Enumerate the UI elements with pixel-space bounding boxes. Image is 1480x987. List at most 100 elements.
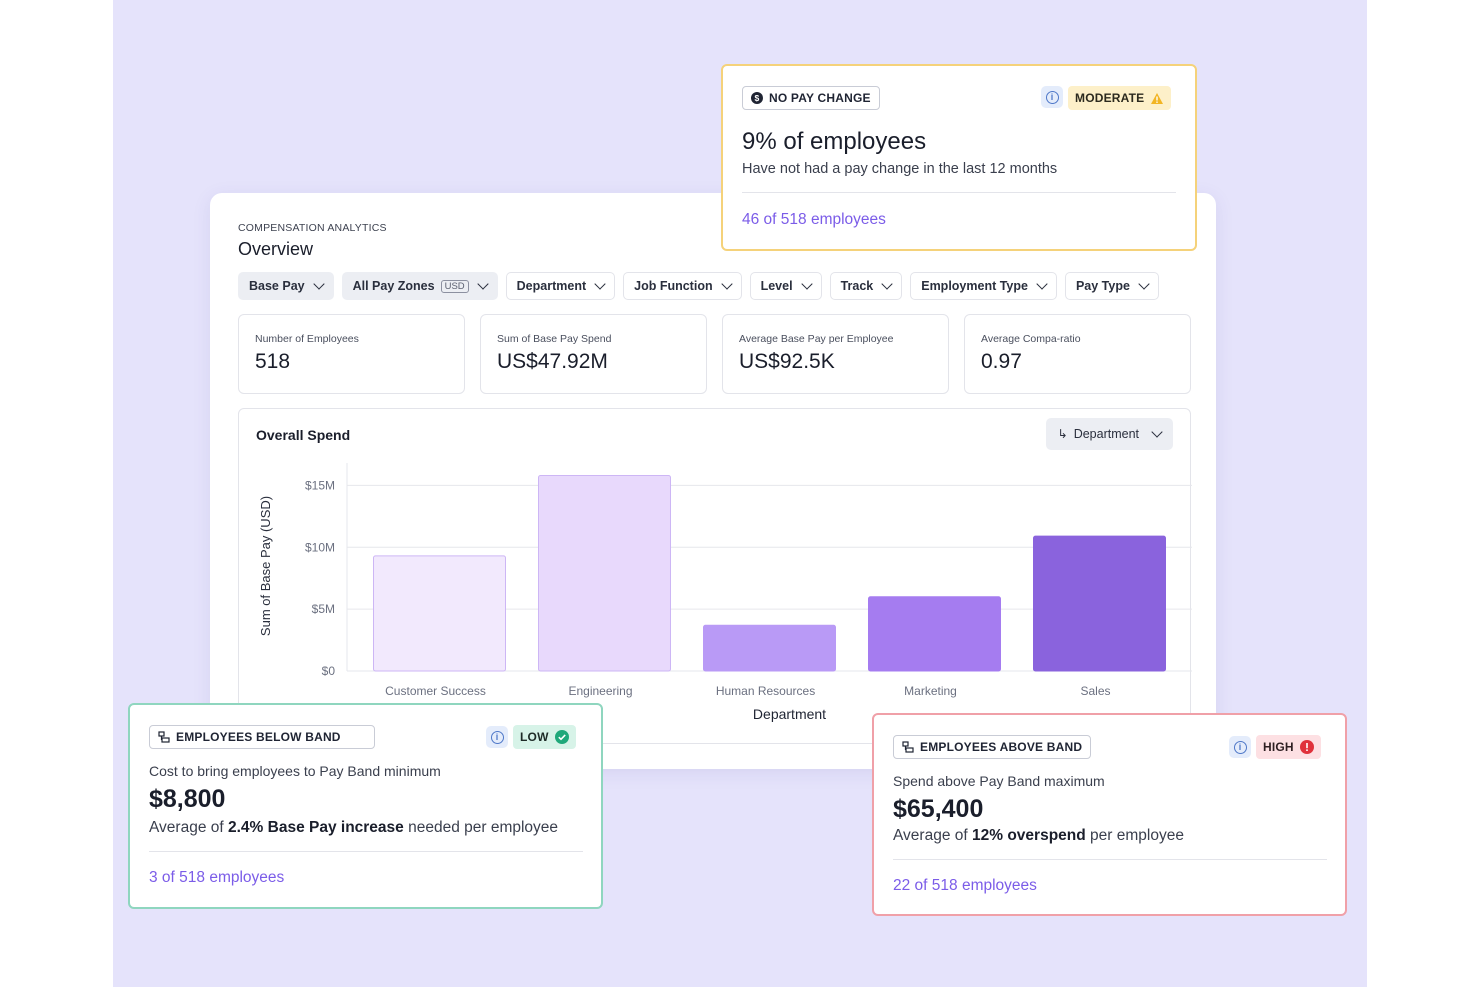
bar — [868, 596, 1001, 672]
compensation-dashboard: COMPENSATION ANALYTICS Overview Base Pay… — [210, 193, 1216, 769]
employees-link[interactable]: 3 of 518 employees — [149, 869, 285, 886]
chevron-down-icon — [1138, 278, 1150, 290]
filter-label: Department — [516, 279, 587, 293]
filter-label: Track — [840, 279, 874, 293]
filter-label: Pay Type — [1075, 279, 1130, 293]
insight-subtitle: Have not had a pay change in the last 12… — [742, 161, 1058, 177]
y-tick-label: $5M — [312, 602, 335, 616]
severity-badge-low: LOW — [513, 725, 576, 749]
kpi-card[interactable]: Sum of Base Pay Spend US$47.92M — [480, 314, 707, 394]
chevron-down-icon — [312, 278, 325, 290]
filter-label: All Pay Zones — [352, 279, 435, 293]
band-icon — [158, 731, 170, 743]
chevron-down-icon — [476, 278, 489, 290]
info-icon[interactable]: i — [486, 726, 508, 748]
warning-icon — [1151, 92, 1164, 104]
insight-amount: $65,400 — [893, 795, 984, 823]
avg-suffix: per employee — [1085, 827, 1184, 844]
insight-amount: $8,800 — [149, 785, 226, 813]
insight-headline: 9% of employees — [742, 128, 927, 155]
section-eyebrow: COMPENSATION ANALYTICS — [238, 222, 387, 234]
y-tick-label: $15M — [305, 478, 335, 492]
insight-average: Average of 12% overspend per employee — [893, 827, 1184, 845]
filter-label: Level — [760, 279, 793, 293]
chevron-down-icon — [720, 278, 733, 290]
divider — [149, 851, 583, 852]
band-icon — [902, 741, 914, 753]
kpi-value: US$92.5K — [739, 350, 835, 373]
info-icon[interactable]: i — [1229, 736, 1251, 758]
filter-pay-type[interactable]: Pay Type — [1064, 272, 1159, 300]
x-tick-label: Engineering — [568, 684, 632, 698]
kpi-card[interactable]: Number of Employees 518 — [238, 314, 465, 394]
kpi-label: Average Compa-ratio — [981, 333, 1081, 345]
kpi-card[interactable]: Average Compa-ratio 0.97 — [964, 314, 1191, 394]
employees-link[interactable]: 46 of 518 employees — [742, 211, 886, 228]
group-by-label: Department — [1073, 427, 1139, 441]
divider — [893, 859, 1327, 860]
chevron-down-icon — [594, 278, 606, 290]
filter-job-function[interactable]: Job Function — [623, 272, 742, 300]
insight-average: Average of 2.4% Base Pay increase needed… — [149, 819, 558, 837]
y-tick-label: $10M — [305, 540, 335, 554]
kpi-row: Number of Employees 518 Sum of Base Pay … — [238, 314, 1191, 394]
alert-circle-icon — [1299, 740, 1314, 754]
insight-subtitle: Spend above Pay Band maximum — [893, 773, 1105, 789]
kpi-label: Number of Employees — [255, 333, 359, 345]
avg-prefix: Average of — [149, 819, 228, 836]
info-icon[interactable]: i — [1041, 86, 1063, 108]
svg-text:$: $ — [755, 93, 760, 103]
avg-emphasis: 2.4% Base Pay increase — [228, 819, 404, 836]
above-band-card[interactable]: EMPLOYEES ABOVE BAND i HIGH Spend above … — [872, 713, 1347, 916]
x-tick-label: Customer Success — [385, 684, 486, 698]
no-pay-change-card[interactable]: $ NO PAY CHANGE i MODERATE 9% of employe… — [721, 64, 1197, 251]
subdirectory-arrow-icon: ↳ — [1057, 427, 1068, 441]
page-title: Overview — [238, 239, 314, 259]
bar — [1033, 535, 1166, 672]
kpi-card[interactable]: Average Base Pay per Employee US$92.5K — [722, 314, 949, 394]
badge-label: EMPLOYEES ABOVE BAND — [920, 740, 1083, 754]
group-by-dropdown[interactable]: ↳ Department — [1045, 418, 1173, 450]
severity-label: LOW — [520, 730, 549, 744]
avg-suffix: needed per employee — [403, 819, 559, 836]
filter-label: Job Function — [634, 279, 713, 293]
badge-label: EMPLOYEES BELOW BAND — [176, 730, 341, 744]
x-tick-label: Human Resources — [716, 684, 815, 698]
insight-subtitle: Cost to bring employees to Pay Band mini… — [149, 763, 441, 779]
filter-employment-type[interactable]: Employment Type — [910, 272, 1057, 300]
below-band-badge: EMPLOYEES BELOW BAND — [149, 725, 375, 749]
bar — [373, 555, 506, 672]
kpi-value: 0.97 — [981, 350, 1022, 373]
filter-pay-zones[interactable]: All Pay Zones USD — [341, 272, 498, 300]
severity-label: HIGH — [1263, 740, 1294, 754]
badge-label: NO PAY CHANGE — [769, 91, 871, 105]
x-tick-label: Marketing — [904, 684, 957, 698]
severity-label: MODERATE — [1075, 91, 1145, 105]
chevron-down-icon — [881, 278, 893, 290]
avg-emphasis: 12% overspend — [972, 827, 1086, 844]
filter-track[interactable]: Track — [829, 272, 903, 300]
x-axis-label: Department — [753, 706, 826, 722]
employees-link[interactable]: 22 of 518 employees — [893, 877, 1037, 894]
filter-bar: Base Pay All Pay Zones USD Department Jo… — [238, 272, 1159, 300]
severity-badge-high: HIGH — [1256, 735, 1321, 759]
bar-chart: $0 $5M $10M $15M Customer Success Engineering… — [258, 463, 1192, 722]
divider — [742, 192, 1176, 193]
filter-level[interactable]: Level — [749, 272, 822, 300]
y-tick-label: $0 — [322, 664, 336, 678]
filter-label: Employment Type — [921, 279, 1028, 293]
overall-spend-card: Overall Spend ↳ Department $0 $5M $10M $15M… — [238, 408, 1192, 744]
chevron-down-icon — [1036, 278, 1048, 290]
chart-title: Overall Spend — [256, 427, 351, 443]
below-band-card[interactable]: EMPLOYEES BELOW BAND i LOW Cost to bring… — [128, 703, 603, 909]
filter-base-pay[interactable]: Base Pay — [238, 272, 334, 300]
y-axis-label: Sum of Base Pay (USD) — [258, 496, 273, 636]
check-circle-icon — [554, 730, 569, 744]
kpi-value: US$47.92M — [497, 350, 608, 373]
above-band-badge: EMPLOYEES ABOVE BAND — [893, 735, 1092, 759]
currency-tag: USD — [440, 279, 469, 293]
kpi-label: Average Base Pay per Employee — [739, 333, 894, 345]
x-tick-label: Sales — [1080, 684, 1110, 698]
chevron-down-icon — [800, 278, 813, 290]
filter-department[interactable]: Department — [505, 272, 616, 300]
